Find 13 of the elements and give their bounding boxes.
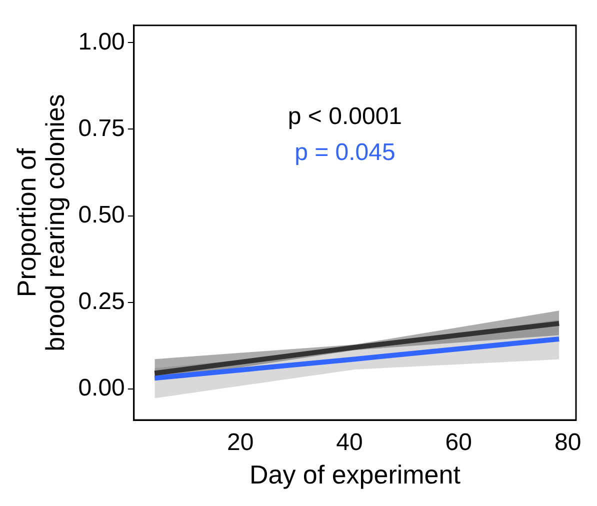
y-tick-label: 0.50 — [78, 201, 125, 228]
annotation: p < 0.0001 — [288, 103, 402, 130]
y-axis-title: Proportion of brood rearing colonies — [11, 94, 70, 352]
y-tick-label: 0.25 — [78, 288, 125, 315]
x-tick-label: 20 — [226, 429, 254, 456]
x-tick-label: 60 — [445, 429, 472, 456]
x-tick-label: 80 — [554, 429, 582, 456]
y-tick-label: 0.75 — [78, 114, 125, 142]
y-tick-label: 0.00 — [78, 374, 125, 402]
x-axis-title: Day of experiment — [249, 460, 462, 490]
y-tick-label: 1.00 — [78, 28, 125, 56]
annotation: p = 0.045 — [294, 139, 396, 166]
x-tick-label: 40 — [336, 429, 363, 456]
